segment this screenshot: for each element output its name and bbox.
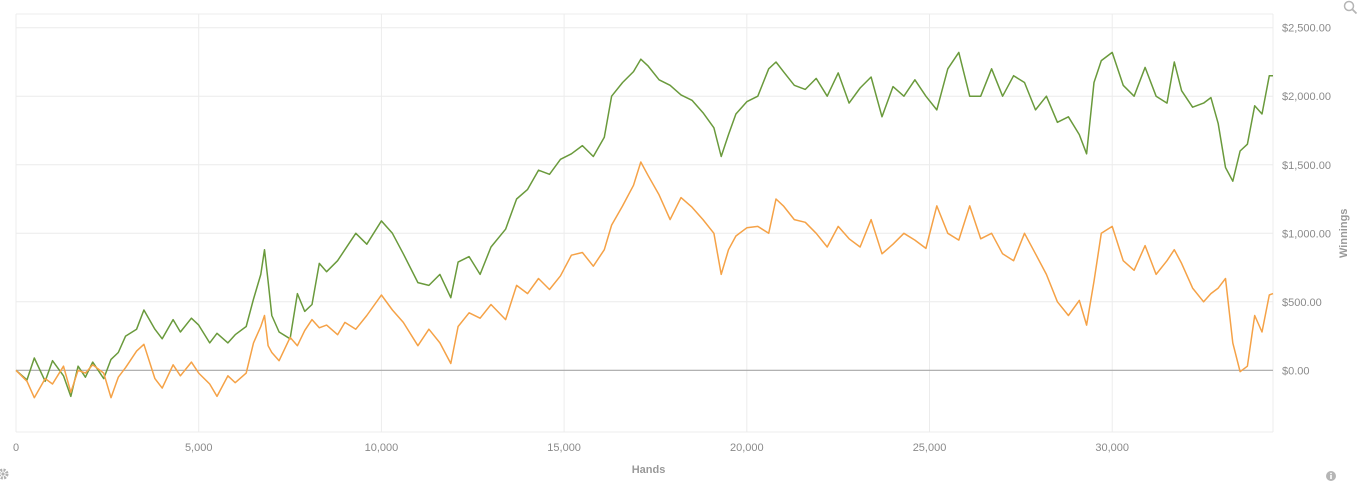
y-tick-label: $500.00 [1282, 297, 1322, 309]
y-axis-title: Winnings [1338, 209, 1350, 258]
y-tick-label: $0.00 [1282, 365, 1310, 377]
x-tick-label: 5,000 [185, 442, 213, 454]
settings-gear-icon[interactable] [0, 467, 10, 483]
x-tick-label: 0 [13, 442, 19, 454]
x-tick-label: 10,000 [365, 442, 399, 454]
x-tick-label: 15,000 [547, 442, 581, 454]
y-tick-label: $1,500.00 [1282, 160, 1331, 172]
x-axis-ticks: 0 5,000 10,000 15,000 20,000 25,000 30,000 [13, 442, 1129, 454]
x-tick-label: 20,000 [730, 442, 764, 454]
x-tick-label: 25,000 [913, 442, 947, 454]
y-tick-label: $2,000.00 [1282, 91, 1331, 103]
info-icon[interactable] [1326, 469, 1336, 483]
x-axis-title: Hands [632, 464, 666, 476]
y-tick-label: $1,000.00 [1282, 228, 1331, 240]
series-lines [15, 51, 1274, 399]
series-line-1 [15, 51, 1273, 398]
y-tick-label: $2,500.00 [1282, 23, 1331, 35]
zoom-icon[interactable] [1343, 0, 1358, 17]
series-line-2 [15, 161, 1274, 399]
chart-gridlines [15, 13, 1274, 433]
y-axis-ticks: $0.00 $500.00 $1,000.00 $1,500.00 $2,000.00 $… [1282, 23, 1331, 378]
x-tick-label: 30,000 [1095, 442, 1129, 454]
